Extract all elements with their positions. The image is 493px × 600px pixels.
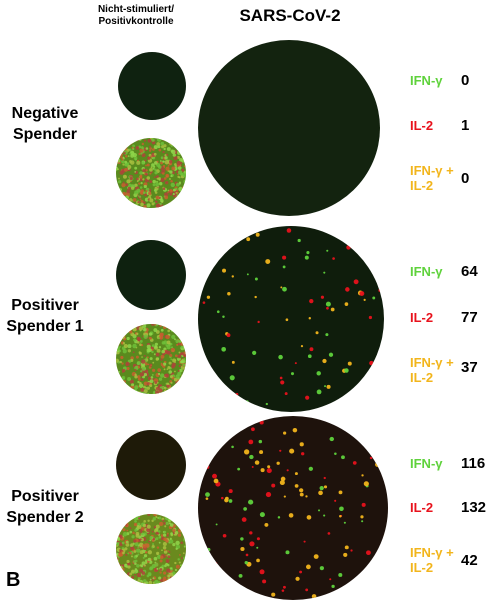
spot-count: 0 xyxy=(461,170,470,187)
donor-label-line1: Positiver xyxy=(11,488,79,505)
spot-count: 37 xyxy=(461,359,478,376)
donor-label-line2: Spender 2 xyxy=(6,509,84,526)
marker-label-double: IFN-γ + IL-2 xyxy=(410,163,454,193)
donor-label-line2: Spender 1 xyxy=(6,318,84,335)
donor-label-line1: Positiver xyxy=(11,297,79,314)
marker-line1: IFN-γ + xyxy=(410,545,454,560)
spot-count: 1 xyxy=(461,117,470,134)
marker-line2: IL-2 xyxy=(410,370,434,385)
donor-label-positive-1: Positiver Spender 1 xyxy=(0,295,90,337)
sars-cov-2-well-image xyxy=(198,416,388,600)
donor-label-line2: Spender xyxy=(12,126,77,143)
marker-label-ifn: IFN-γ xyxy=(410,73,443,88)
donor-label-negative: Negative Spender xyxy=(0,103,90,145)
sars-cov-2-well-image xyxy=(198,226,384,412)
positive-control-well-image xyxy=(116,514,186,584)
spot-count: 132 xyxy=(461,499,487,516)
stim-column-title: SARS-CoV-2 xyxy=(239,6,341,25)
marker-label-ifn: IFN-γ xyxy=(410,456,443,471)
marker-line2: IL-2 xyxy=(410,560,434,575)
positive-control-well-image xyxy=(116,138,186,208)
panel-letter: B xyxy=(6,569,21,591)
marker-label-il2: IL-2 xyxy=(410,118,434,133)
marker-line2: IL-2 xyxy=(410,178,434,193)
spot-count: 0 xyxy=(461,72,470,89)
marker-label-double: IFN-γ + IL-2 xyxy=(410,545,454,575)
spot-count: 64 xyxy=(461,263,478,280)
unstimulated-well-image xyxy=(116,240,186,310)
donor-label-line1: Negative xyxy=(11,105,79,122)
marker-line1: IFN-γ + xyxy=(410,163,454,178)
marker-label-il2: IL-2 xyxy=(410,310,434,325)
control-title-line2: Positivkontrolle xyxy=(98,16,174,27)
donor-label-positive-2: Positiver Spender 2 xyxy=(0,486,90,528)
sars-cov-2-well-image xyxy=(198,40,380,216)
marker-line1: IFN-γ + xyxy=(410,355,454,370)
marker-label-double: IFN-γ + IL-2 xyxy=(410,355,454,385)
unstimulated-well-image xyxy=(118,52,186,120)
marker-label-il2: IL-2 xyxy=(410,500,434,515)
spot-count: 42 xyxy=(461,552,478,569)
spot-count: 116 xyxy=(461,455,486,472)
positive-control-well-image xyxy=(116,324,186,394)
marker-label-ifn: IFN-γ xyxy=(410,264,443,279)
spot-count: 77 xyxy=(461,309,478,326)
control-title-line1: Nicht-stimuliert/ xyxy=(97,4,175,15)
unstimulated-well-image xyxy=(116,430,186,500)
control-column-title: Nicht-stimuliert/ Positivkontrolle xyxy=(80,4,192,28)
